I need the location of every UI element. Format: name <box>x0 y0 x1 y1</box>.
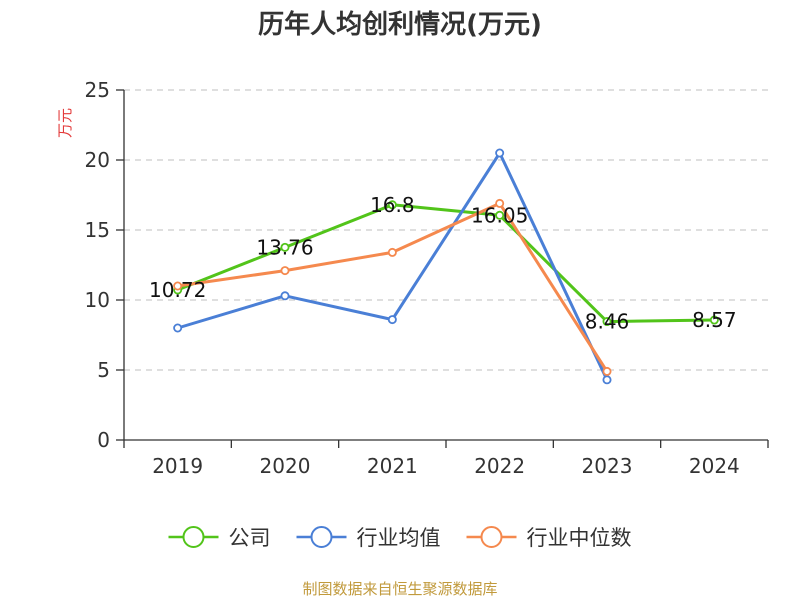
x-tick-label: 2022 <box>474 454 525 478</box>
data-label: 10.72 <box>149 278 206 302</box>
data-point <box>387 200 397 210</box>
data-point <box>602 366 612 376</box>
series-line <box>176 151 609 382</box>
y-tick-label: 20 <box>85 148 110 172</box>
x-tick-label: 2023 <box>582 454 633 478</box>
data-label: 13.76 <box>256 235 313 259</box>
legend-circle-icon <box>310 526 333 548</box>
series-line <box>176 203 716 324</box>
source-note: 制图数据来自恒生聚源数据库 <box>302 580 497 598</box>
legend-item[interactable]: 公司 <box>168 526 271 550</box>
data-point <box>495 210 505 220</box>
y-tick-label: 5 <box>97 358 110 382</box>
x-tick-label: 2021 <box>367 454 418 478</box>
legend-circle-icon <box>480 526 503 548</box>
data-point <box>387 247 397 257</box>
x-tick-label: 2020 <box>260 454 311 478</box>
data-label: 8.46 <box>585 310 630 334</box>
chart-title: 历年人均创利情况(万元) <box>258 9 542 40</box>
y-tick-label: 15 <box>85 218 110 242</box>
data-point <box>495 198 505 208</box>
legend-item[interactable]: 行业中位数 <box>466 526 632 550</box>
y-axis-unit-label: 万元 <box>56 108 74 138</box>
legend-item[interactable]: 行业均值 <box>296 526 441 550</box>
data-labels: 10.72 13.76 16.8 16.05 8.46 8.57 <box>149 193 737 334</box>
data-point <box>280 242 290 252</box>
y-tick-label: 10 <box>85 288 110 312</box>
data-point <box>173 323 183 333</box>
legend-label: 行业中位数 <box>527 526 632 550</box>
data-label: 8.57 <box>692 308 737 332</box>
axes: 0 5 10 15 20 25 2019 2020 2021 2022 2023 2024 <box>85 78 769 478</box>
data-point <box>173 281 183 291</box>
data-label: 16.8 <box>370 193 415 217</box>
series-line <box>176 201 609 373</box>
data-point <box>495 148 505 158</box>
x-tick-label: 2019 <box>152 454 203 478</box>
x-tick-label: 2024 <box>689 454 740 478</box>
y-tick-label: 0 <box>97 428 110 452</box>
data-point <box>709 315 719 325</box>
data-point <box>602 375 612 385</box>
data-point <box>387 315 397 325</box>
y-tick-label: 25 <box>85 78 110 102</box>
legend-label: 公司 <box>229 526 271 550</box>
data-label: 16.05 <box>471 203 528 227</box>
data-point <box>280 291 290 301</box>
gridlines <box>124 89 768 371</box>
series-lines <box>173 148 719 385</box>
legend[interactable]: 公司 行业均值 行业中位数 <box>168 526 632 550</box>
legend-circle-icon <box>182 526 205 548</box>
data-point <box>602 317 612 327</box>
data-point <box>280 266 290 276</box>
legend-label: 行业均值 <box>357 526 441 550</box>
